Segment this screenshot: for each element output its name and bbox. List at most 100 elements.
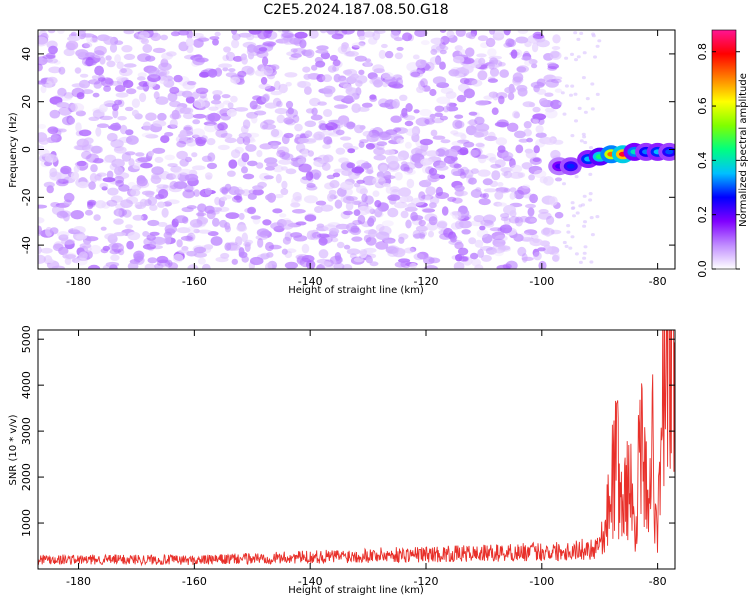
noise-cell [582,51,587,55]
heatmap-x-tick-label: -100 [529,275,554,288]
noise-cell [533,145,540,154]
noise-cell [585,97,590,101]
noise-cell [274,108,289,115]
noise-cell [145,134,159,139]
snr-series [38,330,675,567]
noise-cell [164,259,173,268]
noise-cell [125,129,134,136]
noise-cell [470,252,479,260]
noise-cell [262,93,270,102]
noise-cell [80,33,95,38]
noise-cell [359,250,368,259]
noise-cell [304,130,313,138]
noise-cell [185,96,195,104]
noise-cell [115,209,123,217]
noise-cell [376,171,385,179]
noise-cell [181,90,193,98]
noise-cell [439,30,447,33]
noise-cell [329,227,340,235]
noise-cell [142,44,153,53]
noise-cell [38,254,46,264]
snr-y-tick-label: 5000 [20,325,33,353]
noise-cell [38,137,50,145]
noise-cell [147,150,154,157]
noise-cell [62,254,69,259]
noise-cell [589,216,594,220]
noise-cell [267,42,275,48]
noise-cell [81,43,90,49]
noise-cell [532,118,540,124]
noise-cell [482,214,497,224]
noise-cell [361,162,372,169]
noise-cell [114,54,121,64]
noise-cell [201,135,208,141]
noise-cell [278,159,292,165]
noise-cell [164,224,177,234]
noise-cell [428,216,438,226]
noise-cell [501,151,514,160]
noise-cell [378,49,387,59]
noise-cell [115,76,127,81]
noise-cell [235,186,243,195]
noise-cell [394,52,403,60]
noise-cell [365,169,374,174]
noise-cell [575,211,580,215]
noise-cell [38,148,50,157]
noise-cell [488,91,499,98]
noise-cell [226,108,237,117]
noise-cell [353,209,361,217]
noise-cell [278,83,288,94]
noise-cell [185,37,194,47]
noise-cell [234,107,249,112]
noise-cell [473,131,485,138]
noise-cell [185,139,198,147]
noise-cell [189,219,203,228]
noise-cell [195,87,209,95]
noise-cell [192,113,207,119]
noise-cell [258,47,268,52]
noise-cell [74,67,82,74]
noise-cell [367,217,375,227]
noise-cell [422,165,429,174]
noise-cell [231,33,241,41]
heatmap-y-tick-label: -40 [20,236,33,254]
noise-cell [320,204,334,212]
noise-cell [378,131,392,141]
noise-cell [138,81,150,87]
noise-cell [241,232,248,243]
noise-cell [318,249,329,259]
noise-cell [413,109,420,114]
noise-cell [352,200,362,206]
noise-cell [459,77,470,85]
noise-cell [312,133,319,140]
noise-cell [274,194,284,199]
noise-cell [204,172,213,180]
noise-cell [432,76,447,85]
noise-cell [70,171,80,180]
noise-cell [224,242,232,251]
noise-cell [99,56,106,65]
noise-cell [525,203,536,209]
noise-cell [529,238,543,247]
noise-cell [590,107,595,111]
noise-cell [165,199,180,205]
noise-cell [341,42,349,50]
noise-cell [505,38,515,47]
noise-cell [570,134,575,138]
noise-cell [394,261,407,268]
noise-cell [158,62,172,71]
noise-cell [38,245,42,255]
noise-cell [588,198,593,202]
noise-cell [419,232,426,240]
noise-cell [517,30,529,34]
noise-cell [549,50,560,59]
noise-cell [495,137,508,146]
noise-cell [345,50,359,57]
noise-cell [212,90,223,96]
noise-cell [156,184,169,189]
noise-cell [537,212,552,220]
noise-cell [46,258,54,263]
snr-x-tick-label: -160 [182,575,207,588]
noise-cell [122,209,132,218]
noise-cell [485,37,496,48]
